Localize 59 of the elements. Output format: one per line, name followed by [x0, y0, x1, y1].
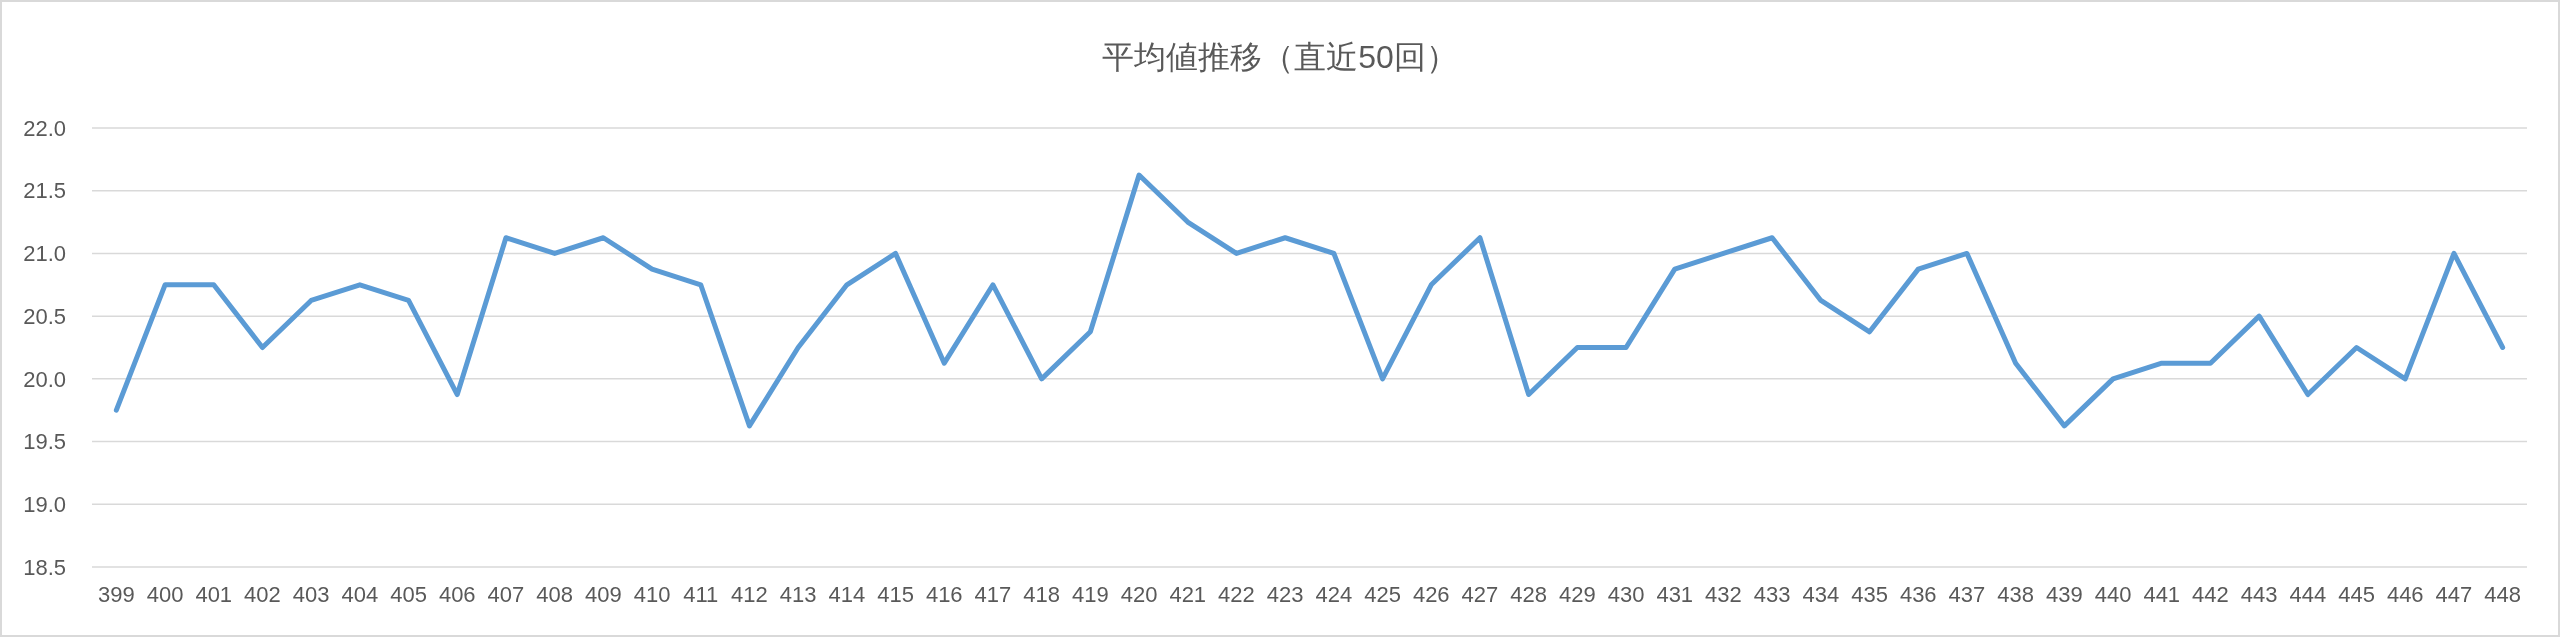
x-tick-label: 438	[1997, 582, 2035, 607]
x-tick-label: 419	[1071, 582, 1109, 607]
x-tick-label: 417	[974, 582, 1012, 607]
x-tick-label: 436	[1899, 582, 1937, 607]
x-tick-label: 399	[97, 582, 135, 607]
x-tick-label: 431	[1656, 582, 1694, 607]
x-tick-label: 418	[1023, 582, 1061, 607]
x-tick-label: 420	[1120, 582, 1158, 607]
x-tick-label: 411	[683, 582, 719, 607]
x-tick-label: 414	[828, 582, 866, 607]
x-tick-label: 433	[1753, 582, 1791, 607]
x-tick-label: 444	[2289, 582, 2327, 607]
x-tick-label: 440	[2094, 582, 2132, 607]
x-tick-label: 403	[292, 582, 330, 607]
x-tick-label: 415	[877, 582, 914, 607]
x-tick-label: 409	[584, 582, 622, 607]
y-tick-label: 20.0	[23, 366, 66, 392]
x-tick-label: 412	[731, 582, 768, 607]
y-tick-label: 20.5	[23, 303, 66, 329]
x-tick-label: 425	[1364, 582, 1401, 607]
x-tick-label: 413	[779, 582, 817, 607]
x-tick-label: 408	[536, 582, 574, 607]
x-tick-label: 439	[2045, 582, 2083, 607]
y-tick-label: 22.0	[23, 115, 66, 141]
x-tick-label: 434	[1802, 582, 1840, 607]
x-tick-label: 404	[341, 582, 379, 607]
x-tick-label: 406	[438, 582, 476, 607]
x-tick-label: 401	[195, 582, 233, 607]
x-tick-label: 432	[1705, 582, 1742, 607]
y-tick-label: 19.5	[23, 429, 66, 455]
x-tick-label: 443	[2240, 582, 2278, 607]
x-tick-label: 407	[487, 582, 525, 607]
x-tick-label: 405	[390, 582, 427, 607]
y-tick-label: 19.0	[23, 491, 66, 517]
x-tick-label: 428	[1510, 582, 1548, 607]
x-tick-label: 423	[1266, 582, 1304, 607]
x-tick-label: 400	[146, 582, 184, 607]
x-tick-label: 424	[1315, 582, 1353, 607]
x-tick-label: 402	[244, 582, 281, 607]
x-tick-label: 445	[2338, 582, 2375, 607]
x-tick-label: 421	[1169, 582, 1207, 607]
y-tick-label: 21.5	[23, 178, 66, 204]
x-tick-label: 429	[1558, 582, 1596, 607]
x-tick-label: 446	[2386, 582, 2424, 607]
y-tick-label: 21.0	[23, 241, 66, 267]
y-tick-label: 18.5	[23, 554, 66, 580]
x-tick-label: 441	[2143, 582, 2181, 607]
x-tick-label: 422	[1218, 582, 1255, 607]
x-tick-label: 410	[633, 582, 671, 607]
x-tick-label: 447	[2435, 582, 2473, 607]
x-tick-label: 427	[1461, 582, 1499, 607]
x-tick-label: 437	[1948, 582, 1986, 607]
x-tick-label: 442	[2192, 582, 2229, 607]
x-tick-label: 430	[1607, 582, 1645, 607]
x-tick-label: 416	[925, 582, 963, 607]
x-tick-label: 448	[2484, 582, 2522, 607]
x-tick-label: 435	[1851, 582, 1888, 607]
x-tick-label: 426	[1412, 582, 1450, 607]
chart-title: 平均値推移（直近50回）	[1102, 39, 1458, 75]
